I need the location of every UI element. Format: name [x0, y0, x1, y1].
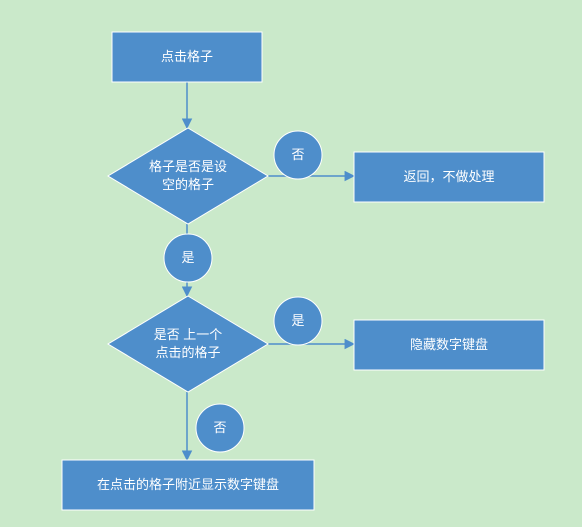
- node-start: [112, 32, 262, 82]
- flowchart-canvas: 点击格子格子是否是设 空的格子否返回，不做处理是是否 上一个 点击的格子是隐藏数…: [0, 0, 582, 527]
- node-d2no: [196, 404, 244, 452]
- node-d2: [108, 296, 268, 392]
- node-end: [62, 460, 314, 510]
- node-d2yes: [274, 297, 322, 345]
- node-d1yes: [164, 234, 212, 282]
- node-d1no: [274, 131, 322, 179]
- node-r2: [354, 320, 544, 370]
- node-r1: [354, 152, 544, 202]
- node-d1: [108, 128, 268, 224]
